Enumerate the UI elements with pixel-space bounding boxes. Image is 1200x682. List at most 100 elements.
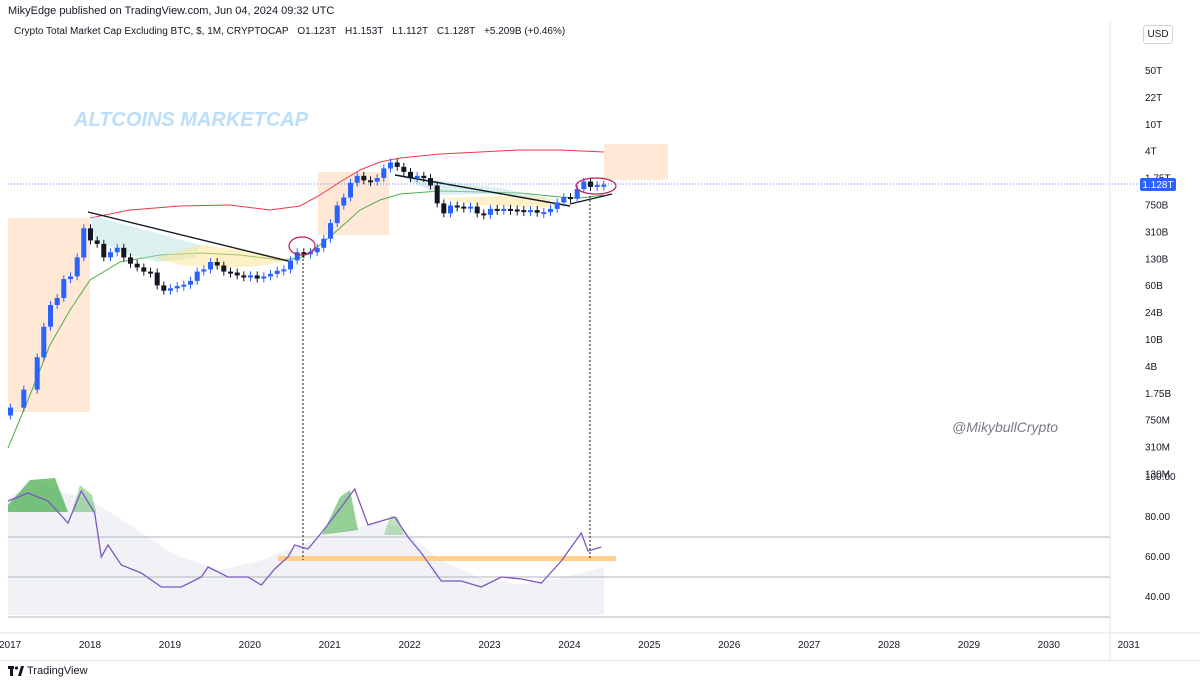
pattern-fill-yellow xyxy=(155,245,292,268)
price-tick-label: 24B xyxy=(1145,308,1163,319)
candle-body xyxy=(541,212,547,215)
candle-body xyxy=(281,269,287,272)
candle-body xyxy=(94,240,100,244)
rsi-reference-lines xyxy=(8,478,1110,618)
rsi-tick-label: 60.00 xyxy=(1145,552,1170,563)
highlight-box-2025 xyxy=(604,144,668,180)
candle-body xyxy=(168,288,173,291)
candle-body xyxy=(268,273,273,277)
time-tick-label: 2017 xyxy=(0,640,22,651)
candle-body xyxy=(101,243,107,258)
upper-band-line xyxy=(89,149,605,219)
candle-body xyxy=(221,265,227,272)
price-tick-label: 1.75B xyxy=(1145,389,1171,400)
time-tick-label: 2030 xyxy=(1038,640,1061,651)
candle-body xyxy=(581,181,587,190)
candle-body xyxy=(128,257,133,264)
trendline-descending xyxy=(87,211,293,263)
candle-body xyxy=(348,182,353,198)
candle-body xyxy=(341,197,347,206)
time-tick-label: 2027 xyxy=(798,640,821,651)
currency-selector[interactable]: USD xyxy=(1143,25,1173,44)
footer-bar: TradingView xyxy=(0,660,1200,682)
candle-body xyxy=(54,298,60,305)
pattern-fills xyxy=(87,174,613,268)
price-axis: 50T22T10T4T1.75T750B310B130B60B24B10B4B1… xyxy=(1109,22,1176,660)
rsi-tick-label: 40.00 xyxy=(1145,592,1170,603)
legend-bar: Crypto Total Market Cap Excluding BTC, $… xyxy=(14,26,571,37)
change-value: +5.209B (+0.46%) xyxy=(484,26,566,37)
breakout-circle-2024 xyxy=(575,177,617,195)
candle-body xyxy=(548,208,553,213)
candle-body xyxy=(208,262,213,270)
symbol-name[interactable]: Crypto Total Market Cap Excluding BTC, $… xyxy=(14,26,289,37)
candle-body xyxy=(34,357,40,390)
candle-body xyxy=(441,203,447,214)
tradingview-logo-icon[interactable] xyxy=(8,666,24,676)
candle-body xyxy=(501,208,507,211)
price-tick-label: 4B xyxy=(1145,362,1158,373)
price-tick-label: 4T xyxy=(1145,147,1157,158)
candle-body xyxy=(254,275,260,279)
candle-body xyxy=(468,206,473,209)
ohlc-low: L1.112T xyxy=(392,26,429,37)
price-tick-label: 310M xyxy=(1145,443,1170,454)
candle-body xyxy=(354,175,360,183)
publish-bar: MikyEdge published on TradingView.com, J… xyxy=(0,0,1200,22)
time-tick-label: 2031 xyxy=(1118,640,1141,651)
candle-body xyxy=(361,175,367,181)
candle-body xyxy=(48,305,53,327)
price-tick-label: 50T xyxy=(1145,66,1162,77)
candle-body xyxy=(154,272,160,286)
candle-body xyxy=(461,206,467,209)
candle-body xyxy=(194,271,200,281)
rsi-overbought-fill xyxy=(322,490,358,535)
candle-body xyxy=(528,210,533,213)
time-tick-label: 2021 xyxy=(319,640,342,651)
candle-body xyxy=(114,247,120,253)
candle-body xyxy=(68,276,73,280)
candle-body xyxy=(554,202,560,209)
last-price-tag: 1.128T xyxy=(1140,178,1176,191)
candle-body xyxy=(421,175,427,178)
candle-body xyxy=(288,260,293,270)
chart-canvas[interactable]: 50T22T10T4T1.75T750B310B130B60B24B10B4B1… xyxy=(0,0,1200,660)
candle-body xyxy=(181,284,187,287)
candle-body xyxy=(574,189,580,199)
rsi-background xyxy=(8,485,604,615)
candle-body xyxy=(494,208,500,211)
time-tick-label: 2019 xyxy=(159,640,182,651)
rsi-series xyxy=(7,487,602,588)
candle-body xyxy=(88,228,93,241)
price-tick-label: 60B xyxy=(1145,281,1163,292)
candle-body xyxy=(148,271,153,274)
candle-body xyxy=(381,168,387,178)
candle-body xyxy=(508,208,513,211)
candle-body xyxy=(234,272,240,276)
candle-body xyxy=(261,276,267,279)
candle-body xyxy=(394,162,400,167)
time-tick-label: 2024 xyxy=(558,640,581,651)
time-tick-label: 2018 xyxy=(79,640,102,651)
candle-body xyxy=(214,262,220,266)
annotations xyxy=(8,177,1138,560)
price-tick-label: 750B xyxy=(1145,201,1169,212)
rsi-highlight-band xyxy=(278,556,616,561)
ohlc-close: C1.128T xyxy=(436,26,476,37)
candle-body xyxy=(248,275,253,278)
candle-body xyxy=(388,162,393,169)
candle-body xyxy=(301,252,307,255)
rsi-envelope-area xyxy=(8,485,604,615)
candle-body xyxy=(121,247,127,258)
candle-body xyxy=(594,184,600,187)
ohlc-high: H1.153T xyxy=(345,26,384,37)
candle-body xyxy=(474,206,480,214)
candle-body xyxy=(434,185,440,204)
tradingview-brand[interactable]: TradingView xyxy=(27,665,88,677)
candle-body xyxy=(328,223,333,239)
rsi-tick-label: 80.00 xyxy=(1145,512,1170,523)
candle-body xyxy=(408,171,413,178)
candle-body xyxy=(521,210,527,213)
time-tick-label: 2020 xyxy=(239,640,262,651)
candle-body xyxy=(568,197,573,200)
